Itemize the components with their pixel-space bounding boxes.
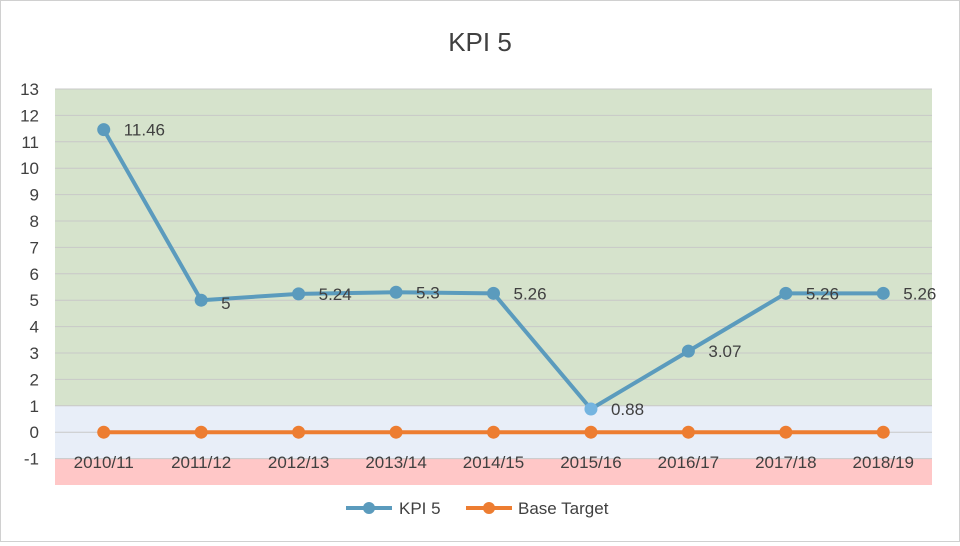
- data-point: [97, 123, 111, 137]
- legend-label: KPI 5: [399, 499, 441, 518]
- y-tick-label: 4: [30, 318, 39, 337]
- data-point: [876, 425, 890, 439]
- red-band: [55, 458, 932, 485]
- data-labels: 11.46 5 5.24 5.3 5.26 0.88 3.07 5.26 5.26: [124, 121, 937, 419]
- y-tick-label: 12: [20, 106, 39, 125]
- data-point: [194, 293, 208, 307]
- data-point: [681, 344, 695, 358]
- y-tick-label: 2: [30, 370, 39, 389]
- data-point: [292, 287, 306, 301]
- y-tick-label: -1: [24, 450, 39, 469]
- x-tick-label: 2012/13: [268, 453, 329, 472]
- y-tick-label: 7: [30, 238, 39, 257]
- y-tick-label: 3: [30, 344, 39, 363]
- legend-marker: [363, 502, 375, 514]
- legend-marker: [483, 502, 495, 514]
- data-point: [487, 286, 500, 300]
- data-label: 5.26: [903, 284, 936, 303]
- data-point: [389, 285, 403, 299]
- x-tick-label: 2016/17: [658, 453, 719, 472]
- y-tick-label: 9: [30, 186, 39, 205]
- data-label: 5.26: [514, 284, 547, 303]
- data-point: [876, 286, 890, 300]
- x-tick-label: 2014/15: [463, 453, 524, 472]
- data-point: [584, 402, 598, 416]
- legend: KPI 5 Base Target: [346, 499, 609, 518]
- chart-title: KPI 5: [448, 27, 512, 57]
- x-tick-label: 2017/18: [755, 453, 816, 472]
- y-tick-label: 13: [20, 80, 39, 99]
- x-tick-label: 2013/14: [365, 453, 426, 472]
- legend-label: Base Target: [518, 499, 609, 518]
- data-label: 3.07: [708, 342, 741, 361]
- data-point: [389, 425, 403, 439]
- data-point: [97, 425, 111, 439]
- data-point: [292, 425, 306, 439]
- data-label: 11.46: [124, 121, 165, 140]
- data-point: [487, 425, 500, 439]
- data-point: [779, 425, 793, 439]
- y-tick-label: 6: [30, 265, 39, 284]
- data-point: [779, 286, 793, 300]
- x-tick-label: 2018/19: [853, 453, 914, 472]
- y-tick-label: 0: [30, 423, 39, 442]
- y-tick-label: 11: [21, 133, 39, 152]
- x-axis-tick-labels: 2010/11 2011/12 2012/13 2013/14 2014/15 2015/…: [74, 453, 914, 472]
- data-label: 5.3: [416, 283, 440, 302]
- data-label: 5.24: [319, 285, 352, 304]
- y-tick-label: 10: [20, 159, 39, 178]
- x-tick-label: 2010/11: [74, 453, 134, 472]
- y-tick-label: 8: [30, 212, 39, 231]
- x-tick-label: 2011/12: [171, 453, 231, 472]
- data-label: 5.26: [806, 284, 839, 303]
- data-point: [681, 425, 695, 439]
- data-point: [194, 425, 208, 439]
- series-lines: [97, 123, 890, 439]
- y-tick-label: 5: [30, 291, 39, 310]
- y-tick-label: 1: [30, 397, 39, 416]
- data-label: 0.88: [611, 400, 644, 419]
- x-tick-label: 2015/16: [560, 453, 621, 472]
- data-label: 5: [221, 294, 230, 313]
- data-point: [584, 425, 598, 439]
